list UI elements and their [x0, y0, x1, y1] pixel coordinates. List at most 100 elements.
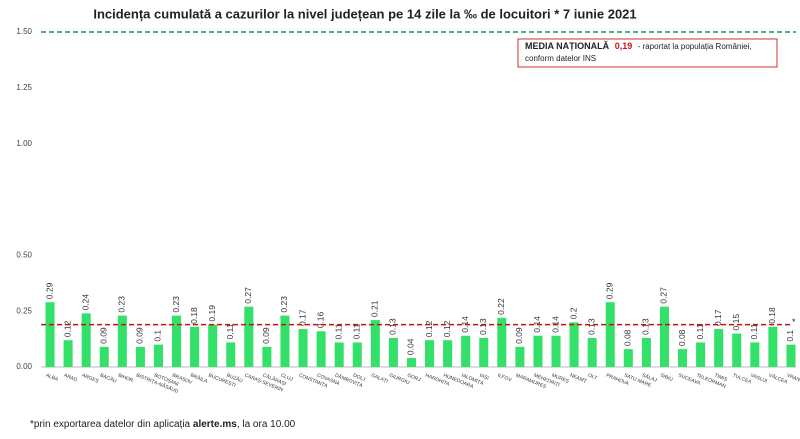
y-tick-label: 1.25 [16, 83, 32, 92]
value-label: 0.18 [767, 307, 777, 324]
value-label: 0.23 [171, 296, 181, 313]
value-label: 0.11 [333, 323, 343, 339]
value-label: 0.13 [586, 318, 596, 335]
y-tick-label: 0.50 [16, 250, 32, 259]
bar [732, 333, 742, 367]
footnote-text: *prin exportarea datelor din aplicația [30, 419, 193, 430]
value-label: 0.29 [44, 282, 54, 299]
bar [425, 340, 435, 367]
y-tick-label: 0.00 [16, 362, 32, 371]
y-tick-label: 0.25 [16, 306, 32, 315]
bar [117, 315, 127, 367]
annotation-text: conform datelor INS [525, 54, 596, 63]
value-label: 0.08 [677, 329, 687, 346]
bar [153, 344, 163, 367]
bar [497, 317, 507, 367]
bar [226, 342, 236, 367]
x-tick-label: DOLJ [352, 373, 367, 384]
bar [370, 320, 380, 367]
value-label: 0.17 [297, 309, 307, 326]
value-label: 0.11 [695, 323, 705, 339]
bar [551, 335, 561, 367]
chart-title: Incidența cumulată a cazurilor la nivel … [93, 6, 636, 21]
footnote-text: , la ora 10.00 [237, 419, 296, 430]
x-tick-label: BRĂILA [189, 372, 209, 385]
bar [45, 302, 55, 367]
annotation-text: - raportat la populația României, [638, 42, 752, 51]
value-label: 0.2 [568, 307, 578, 319]
value-label: 0.27 [659, 287, 669, 304]
value-label: 0.24 [80, 294, 90, 311]
value-label: 0.09 [514, 327, 524, 344]
x-tick-label: ILFOV [497, 373, 513, 384]
bar [172, 315, 182, 367]
bar [443, 340, 453, 367]
bar [659, 306, 669, 367]
x-tick-label: ARAD [63, 373, 78, 384]
bar [352, 342, 362, 367]
bar [208, 324, 218, 367]
bar [641, 337, 651, 367]
bar [678, 349, 688, 367]
value-label: 0.13 [478, 318, 488, 335]
x-tick-label: GALAȚI [370, 373, 389, 385]
value-label: 0.23 [117, 296, 127, 313]
bar [587, 337, 597, 367]
value-label: 0.09 [99, 327, 109, 344]
bar [316, 331, 326, 367]
x-tick-label: IAȘI [479, 373, 490, 382]
average-marker: * [792, 317, 796, 327]
value-label: 0.19 [207, 305, 217, 322]
value-label: 0.16 [315, 311, 325, 328]
bar [190, 326, 200, 367]
bar [515, 346, 525, 367]
annotation-value: 0,19 [615, 41, 633, 51]
bar [623, 349, 633, 367]
value-label: 0.12 [62, 320, 72, 337]
value-label: 0.14 [460, 316, 470, 333]
footnote-bold: alerte.ms [193, 419, 237, 430]
value-label: 0.13 [641, 318, 651, 335]
bar [533, 335, 543, 367]
bar [334, 342, 344, 367]
bar [280, 315, 290, 367]
bar [605, 302, 615, 367]
x-tick-label: NEAMȚ [569, 373, 587, 385]
annotation: MEDIA NAȚIONALĂ 0,19 - raportat la popul… [525, 41, 752, 51]
bar [696, 342, 706, 367]
bar [99, 346, 109, 367]
y-tick-label: 1.50 [16, 27, 32, 36]
value-label: 0.09 [261, 327, 271, 344]
bar [81, 313, 91, 367]
bar [63, 340, 73, 367]
x-tick-label: BIHOR [117, 373, 134, 385]
value-label: 0.11 [225, 323, 235, 339]
y-tick-label: 1.00 [16, 139, 32, 148]
bar [244, 306, 254, 367]
bar [298, 329, 308, 367]
x-tick-label: BACĂU [99, 372, 118, 385]
value-label: 0.11 [749, 323, 759, 339]
bar [461, 335, 471, 367]
x-tick-label: ARGEȘ [81, 373, 100, 385]
value-label: 0.27 [243, 287, 253, 304]
bar [406, 358, 416, 367]
x-tick-label: OLT [587, 373, 598, 382]
bar [135, 346, 145, 367]
bar [786, 344, 796, 367]
value-label: 0.21 [370, 300, 380, 317]
bar [479, 337, 489, 367]
x-tick-label: VASLUI [750, 373, 768, 385]
value-label: 0.1 [785, 330, 795, 342]
x-tick-label: TULCEA [732, 373, 753, 386]
bar [714, 329, 724, 367]
x-tick-label: VÂLCEA [768, 372, 790, 386]
value-label: 0.15 [731, 314, 741, 331]
value-label: 0.1 [153, 330, 163, 342]
footnote: *prin exportarea datelor din aplicația a… [30, 419, 296, 430]
bar [388, 337, 398, 367]
x-tick-label: SIBIU [659, 373, 674, 384]
value-label: 0.23 [279, 296, 289, 313]
x-tick-label: TIMIȘ [713, 373, 728, 384]
value-label: 0.11 [352, 323, 362, 339]
